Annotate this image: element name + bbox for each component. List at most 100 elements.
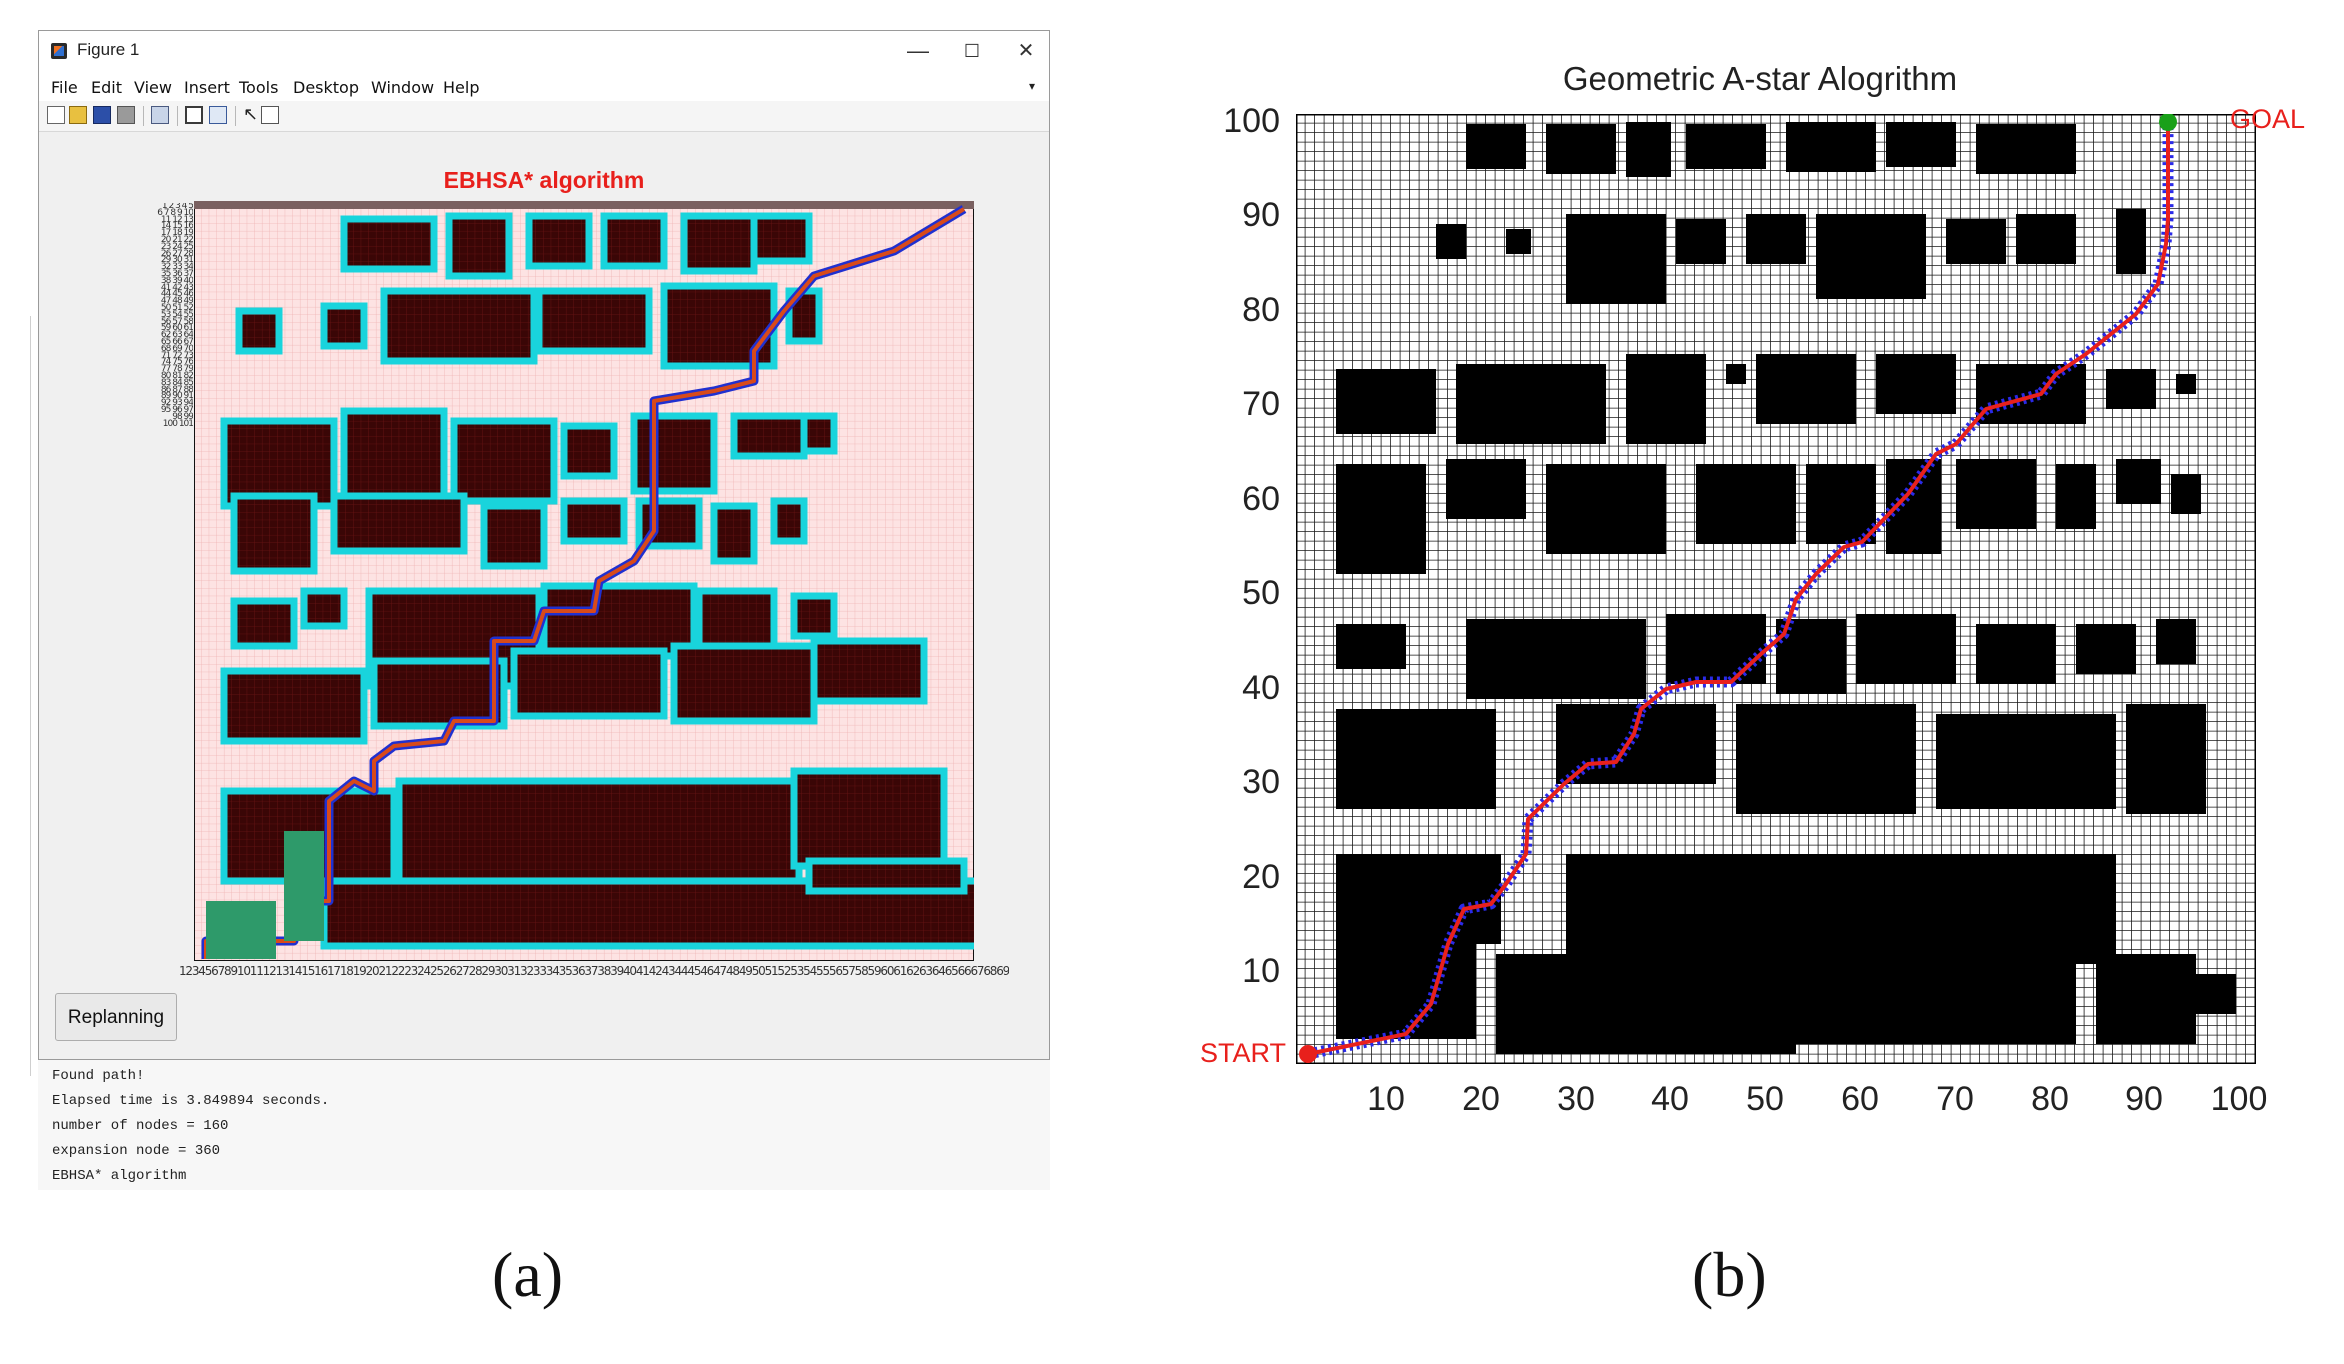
- obstacle-block: [1546, 464, 1666, 554]
- start-label: START: [1200, 1038, 1287, 1068]
- print-icon[interactable]: [117, 106, 135, 124]
- obstacle-block: [1876, 354, 1956, 414]
- menu-desktop[interactable]: Desktop: [293, 78, 359, 97]
- y-tick-20: 20: [1242, 858, 1280, 896]
- minimize-button[interactable]: —: [907, 38, 929, 63]
- planned-path-line: [1307, 122, 2170, 1056]
- obstacle-block: [510, 647, 668, 720]
- window-titlebar[interactable]: Figure 1 — ☐ ✕: [39, 31, 1049, 73]
- obstacle-block: [1506, 229, 1531, 254]
- x-tick-50: 50: [1746, 1080, 1784, 1118]
- path-layer: [1299, 114, 2177, 1063]
- obstacle-block: [1856, 614, 1956, 684]
- close-button[interactable]: ✕: [1017, 40, 1035, 62]
- obstacle-block: [320, 302, 368, 350]
- x-tick-20: 20: [1462, 1080, 1500, 1118]
- obstacle-block: [1696, 464, 1796, 544]
- obstacle-block: [2156, 619, 2196, 664]
- property-editor-icon[interactable]: [209, 106, 227, 124]
- obstacle-block: [1736, 704, 1916, 814]
- obstacle-block: [2116, 459, 2161, 504]
- obstacle-block: [805, 857, 968, 895]
- start-region: [206, 831, 324, 959]
- obstacle-block: [2056, 464, 2096, 529]
- obstacle-block: [680, 212, 758, 275]
- obstacle-block: [600, 212, 668, 270]
- menu-edit[interactable]: Edit: [91, 78, 122, 97]
- menu-view[interactable]: View: [134, 78, 172, 97]
- menu-window[interactable]: Window: [371, 78, 435, 97]
- menu-help[interactable]: Help: [443, 78, 480, 97]
- obstacle-block: [2016, 214, 2076, 264]
- obstacle-block: [695, 587, 778, 655]
- obstacle-block: [380, 287, 538, 365]
- menu-tools[interactable]: Tools: [239, 78, 279, 97]
- grid-top-border: [194, 201, 974, 209]
- obstacle-block: [1566, 214, 1666, 304]
- plot-title: EBHSA* algorithm: [443, 167, 645, 193]
- obstacle-block: [2096, 954, 2196, 1044]
- obstacle-block: [220, 667, 368, 745]
- obstacle-block: [340, 407, 448, 500]
- goal-label: GOAL: [2230, 104, 2306, 134]
- window-title: Figure 1: [77, 40, 140, 59]
- open-file-icon[interactable]: [69, 106, 87, 124]
- obstacle-block: [1756, 354, 1856, 424]
- y-tick-10: 10: [1242, 952, 1280, 990]
- x-tick-40: 40: [1651, 1080, 1689, 1118]
- obstacle-block: [1976, 624, 2056, 684]
- obstacle-block: [790, 592, 838, 640]
- print-preview-icon[interactable]: [151, 106, 169, 124]
- obstacle-block: [790, 767, 948, 870]
- obstacle-block: [800, 412, 838, 455]
- obstacle-block: [2106, 369, 2156, 409]
- obstacle-block: [1336, 854, 1501, 944]
- obstacle-block: [370, 657, 508, 730]
- y-tick-50: 50: [1242, 574, 1280, 612]
- y-tick-30: 30: [1242, 763, 1280, 801]
- dock-icon[interactable]: [185, 106, 203, 124]
- obstacle-block: [750, 212, 813, 265]
- matlab-app-icon: [51, 43, 67, 59]
- obstacle-block: [480, 502, 548, 570]
- obstacle-block: [1336, 624, 1406, 669]
- ebhsa-grid-plot: [194, 201, 974, 961]
- obstacle-block: [1456, 364, 1606, 444]
- x-tick-100: 100: [2210, 1080, 2268, 1118]
- menu-insert[interactable]: Insert: [184, 78, 230, 97]
- console-line: EBHSA* algorithm: [52, 1168, 187, 1184]
- obstacle-block: [2116, 209, 2146, 274]
- pointer-icon[interactable]: ↖: [243, 104, 259, 124]
- maximize-button[interactable]: ☐: [963, 41, 981, 61]
- y-tick-40: 40: [1242, 669, 1280, 707]
- caption-b: (b): [1692, 1239, 1767, 1310]
- obstacle-block: [1776, 619, 1846, 694]
- obstacle-block: [670, 642, 818, 725]
- x-tick-10: 10: [1367, 1080, 1405, 1118]
- obstacle-block: [560, 422, 618, 480]
- obstacle-block: [535, 287, 653, 355]
- menu-bar: File Edit View Insert Tools Desktop Wind…: [39, 73, 1049, 102]
- obstacle-block: [1336, 939, 1476, 1039]
- obstacle-block: [235, 307, 283, 355]
- x-tick-80: 80: [2031, 1080, 2069, 1118]
- plot-browser-icon[interactable]: [261, 106, 279, 124]
- obstacle-block: [1336, 709, 1496, 809]
- menu-file[interactable]: File: [51, 78, 78, 97]
- x-tick-70: 70: [1936, 1080, 1974, 1118]
- obstacle-block: [810, 637, 928, 705]
- new-figure-icon[interactable]: [47, 106, 65, 124]
- background-window-sliver: [0, 30, 36, 1180]
- replanning-button[interactable]: Replanning: [55, 993, 177, 1041]
- obstacle-block: [1626, 122, 1671, 177]
- menu-overflow-chevron-icon[interactable]: ▾: [1029, 79, 1036, 93]
- console-line: expansion node = 360: [52, 1143, 221, 1159]
- obstacle-block: [1796, 944, 2076, 1044]
- x-tick-labels: 1234567891011121314151617181920212223242…: [179, 964, 1009, 978]
- save-icon[interactable]: [93, 106, 111, 124]
- y-tick-100: 100: [1223, 102, 1280, 140]
- obstacle-block: [330, 492, 468, 555]
- obstacle-block: [1746, 214, 1806, 264]
- obstacle-block: [1936, 714, 2116, 809]
- obstacle-block: [230, 597, 298, 650]
